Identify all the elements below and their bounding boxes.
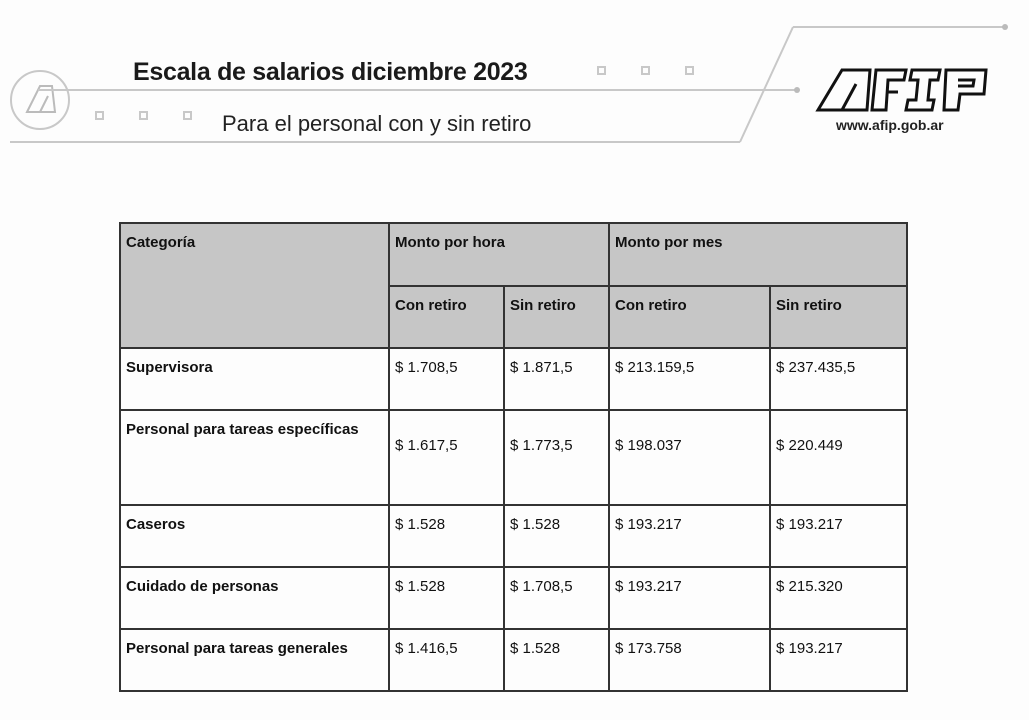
value-cell: $ 237.435,5 bbox=[769, 347, 908, 411]
subheader: Con retiro bbox=[608, 285, 771, 349]
value-cell: $ 1.528 bbox=[503, 628, 610, 692]
website-url: www.afip.gob.ar bbox=[836, 117, 944, 133]
value-cell: $ 193.217 bbox=[769, 628, 908, 692]
value-cell: $ 1.528 bbox=[388, 504, 505, 568]
value-cell: $ 1.528 bbox=[503, 504, 610, 568]
table-row: Supervisora $ 1.708,5 $ 1.871,5 $ 213.15… bbox=[119, 347, 908, 411]
value-cell: $ 1.528 bbox=[388, 566, 505, 630]
value-cell: $ 215.320 bbox=[769, 566, 908, 630]
value-cell: $ 198.037 bbox=[608, 409, 771, 506]
table-row: Personal para tareas generales $ 1.416,5… bbox=[119, 628, 908, 692]
category-cell: Caseros bbox=[119, 504, 390, 568]
group-header-mes: Monto por mes bbox=[608, 222, 908, 287]
page-title: Escala de salarios diciembre 2023 bbox=[133, 58, 528, 86]
category-cell: Personal para tareas específicas bbox=[119, 409, 390, 506]
category-cell: Cuidado de personas bbox=[119, 566, 390, 630]
afip-round-icon bbox=[10, 70, 70, 130]
value-cell: $ 193.217 bbox=[769, 504, 908, 568]
category-header: Categoría bbox=[119, 222, 390, 349]
category-cell: Personal para tareas generales bbox=[119, 628, 390, 692]
page-subtitle: Para el personal con y sin retiro bbox=[222, 111, 532, 136]
value-cell: $ 193.217 bbox=[608, 504, 771, 568]
salary-table: Categoría Monto por hora Monto por mes C… bbox=[119, 222, 908, 692]
table-row: Caseros $ 1.528 $ 1.528 $ 193.217 $ 193.… bbox=[119, 504, 908, 568]
value-cell: $ 193.217 bbox=[608, 566, 771, 630]
value-cell: $ 213.159,5 bbox=[608, 347, 771, 411]
table-row: Personal para tareas específicas $ 1.617… bbox=[119, 409, 908, 506]
header-decoration bbox=[10, 24, 1008, 143]
value-cell: $ 1.708,5 bbox=[388, 347, 505, 411]
afip-logo bbox=[815, 68, 988, 112]
value-cell: $ 1.773,5 bbox=[503, 409, 610, 506]
category-cell: Supervisora bbox=[119, 347, 390, 411]
group-header-hora: Monto por hora bbox=[388, 222, 610, 287]
value-cell: $ 173.758 bbox=[608, 628, 771, 692]
subheader-row: Con retiro Sin retiro Con retiro Sin ret… bbox=[120, 285, 908, 349]
subheader: Con retiro bbox=[388, 285, 505, 349]
header-row: Categoría Monto por hora Monto por mes bbox=[119, 222, 908, 349]
table-row: Cuidado de personas $ 1.528 $ 1.708,5 $ … bbox=[119, 566, 908, 630]
value-cell: $ 1.416,5 bbox=[388, 628, 505, 692]
value-cell: $ 220.449 bbox=[769, 409, 908, 506]
subheader: Sin retiro bbox=[503, 285, 610, 349]
value-cell: $ 1.871,5 bbox=[503, 347, 610, 411]
subheader: Sin retiro bbox=[769, 285, 908, 349]
value-cell: $ 1.617,5 bbox=[388, 409, 505, 506]
value-cell: $ 1.708,5 bbox=[503, 566, 610, 630]
